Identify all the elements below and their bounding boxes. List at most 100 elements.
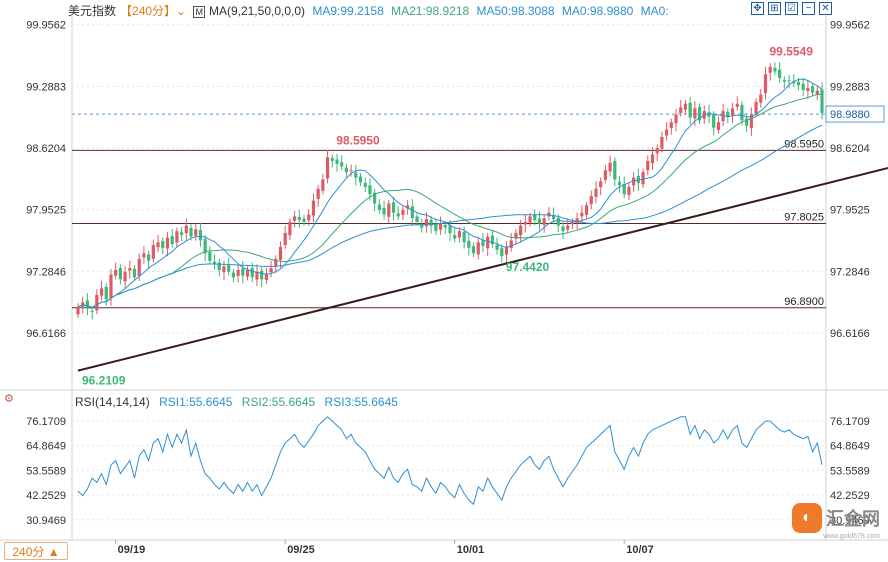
candle-body [622, 183, 626, 195]
rsi-tick-label-right: 64.8649 [830, 441, 870, 453]
candle-body [415, 216, 419, 222]
checkbox-icon[interactable]: ☑ [785, 2, 798, 15]
candle-body [118, 268, 122, 280]
ma9-value: MA9:99.2158 [312, 4, 384, 18]
candle-body [344, 167, 349, 173]
ma21-line [77, 93, 823, 308]
candle-body [410, 206, 414, 219]
candle-body [443, 224, 447, 228]
price-tick-label-right: 99.9562 [830, 20, 870, 32]
candle-body [801, 83, 805, 90]
candle-body [175, 231, 179, 243]
minus-icon[interactable]: − [802, 2, 815, 15]
candle-body [358, 176, 363, 183]
candle-body [203, 238, 207, 254]
crosshair-icon[interactable]: ✥ [751, 2, 764, 15]
chart-header: 美元指数 【240分】⌄ M MA(9,21,50,0,0,0) MA9:99.21… [68, 2, 673, 19]
candle-body [278, 246, 283, 260]
candle-body [165, 237, 170, 249]
candle-body [617, 181, 622, 185]
candle-body [773, 67, 777, 72]
candle-body [227, 265, 231, 272]
logo-url: www.gold678.com [823, 533, 880, 540]
candle-body [683, 103, 688, 110]
candle-body [608, 162, 612, 172]
candle-body [796, 81, 801, 86]
price-tick-label-right: 96.6166 [830, 328, 870, 340]
candle-body [349, 170, 353, 172]
candle-body [660, 136, 664, 149]
trendline [77, 167, 888, 372]
price-tick-label-right: 97.2846 [830, 266, 870, 278]
candle-body [726, 111, 730, 117]
candle-body [519, 225, 523, 236]
candle-body [566, 225, 570, 230]
period-tag[interactable]: 【240分】 [120, 4, 177, 18]
candle-body [646, 160, 650, 171]
candle-body [632, 177, 636, 186]
rsi-label: RSI(14,14,14) [75, 395, 150, 409]
candle-body [128, 268, 132, 271]
close-icon[interactable]: ✕ [819, 2, 832, 15]
candle-body [669, 122, 673, 129]
current-price-label: 98.9880 [830, 109, 870, 121]
candle-body [288, 221, 292, 236]
candle-body [321, 179, 325, 191]
candle-body [580, 212, 584, 217]
price-tick-label-right: 98.6204 [830, 143, 870, 155]
candle-body [401, 209, 405, 215]
candle-body [778, 69, 782, 78]
ma-indicator-icon[interactable]: M [193, 6, 205, 18]
grid-icon[interactable]: ⊞ [768, 2, 781, 15]
candle-body [236, 269, 240, 276]
candle-body [749, 114, 753, 129]
candle-body [293, 216, 297, 221]
candle-body [759, 94, 763, 103]
candle-body [462, 231, 466, 243]
candle-body [194, 229, 198, 236]
candle-body [297, 217, 301, 221]
ma9-line [77, 78, 823, 308]
candle-body [85, 300, 90, 309]
level-label: 97.8025 [784, 212, 824, 224]
price-tick-label-left: 99.9562 [26, 20, 66, 32]
candle-body [147, 254, 151, 261]
candle-body [217, 262, 221, 270]
candle-body [260, 270, 264, 280]
candle-body [283, 233, 287, 246]
candle-body [179, 232, 184, 235]
rsi-tick-label-right: 76.1709 [830, 416, 870, 428]
candle-body [269, 268, 273, 273]
time-tick-label: 10/01 [457, 544, 485, 556]
candle-body [406, 205, 410, 209]
candle-body [245, 269, 250, 277]
candle-body [99, 288, 104, 296]
rsi-settings-icon[interactable]: ⚙ [4, 392, 14, 405]
candle-body [754, 101, 758, 114]
candle-body [274, 258, 278, 267]
candle-body [815, 90, 819, 95]
candle-body [504, 246, 509, 255]
candle-body [641, 172, 645, 185]
candle-body [198, 230, 203, 241]
candle-body [481, 240, 485, 246]
candle-body [302, 218, 306, 222]
candle-body [486, 236, 490, 249]
period-selector-button[interactable]: 240分 ▲ [4, 542, 68, 560]
price-annotation: 96.2109 [82, 374, 126, 388]
price-tick-label-right: 97.9525 [830, 205, 870, 217]
candle-body [693, 108, 697, 119]
rsi-tick-label-right: 30.9469 [830, 515, 870, 527]
rsi-tick-label-left: 42.2529 [26, 490, 66, 502]
candle-body [137, 258, 141, 276]
candle-body [782, 80, 786, 82]
chevron-down-icon[interactable]: ⌄ [176, 4, 187, 18]
candle-body [476, 242, 480, 255]
rsi-tick-label-right: 53.5589 [830, 465, 870, 477]
rsi-header: RSI(14,14,14) RSI1:55.6645 RSI2:55.6645 … [75, 395, 404, 409]
candle-body [368, 185, 372, 195]
ma21-value: MA21:98.9218 [391, 4, 470, 18]
rsi-tick-label-left: 76.1709 [26, 416, 66, 428]
candle-body [763, 74, 768, 94]
price-tick-label-left: 97.2846 [26, 266, 66, 278]
